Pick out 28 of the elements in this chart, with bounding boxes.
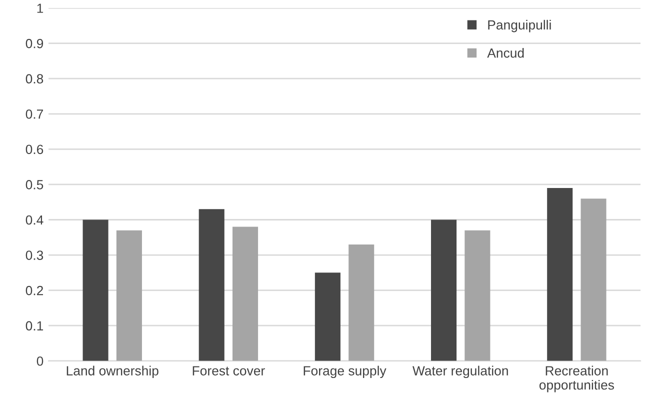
bar (314, 272, 340, 361)
y-tick-label: 0.3 (26, 250, 44, 260)
x-tick-label: Recreation opportunities (539, 366, 614, 392)
x-tick-label: Forest cover (192, 366, 265, 376)
bar (232, 226, 258, 361)
y-tick-label: 0.9 (26, 38, 44, 48)
legend-label: Ancud (487, 48, 524, 58)
y-tick-label: 1 (37, 4, 44, 13)
x-tick-label: Forage supply (304, 366, 386, 378)
y-tick-label: 0.1 (26, 321, 44, 331)
y-tick-label: 0.4 (26, 215, 44, 225)
y-tick-label: 0.5 (26, 180, 44, 190)
x-tick-label: Land ownership (66, 366, 158, 378)
y-tick-label: 0 (36, 356, 44, 366)
y-tick-label: 0.8 (26, 74, 44, 84)
bar (547, 188, 573, 361)
bar (348, 244, 374, 361)
y-tick-label: 0.2 (26, 286, 44, 296)
bar (431, 220, 457, 361)
bar (198, 209, 224, 361)
bar (116, 230, 142, 361)
x-tick-label: Water regulation (412, 366, 508, 378)
y-tick-label: 0.6 (26, 144, 44, 154)
legend-label: Panguipulli (488, 20, 551, 32)
y-tick-label: 0.7 (26, 109, 44, 119)
bar (82, 220, 108, 361)
bar (464, 230, 490, 361)
bar (580, 198, 606, 361)
